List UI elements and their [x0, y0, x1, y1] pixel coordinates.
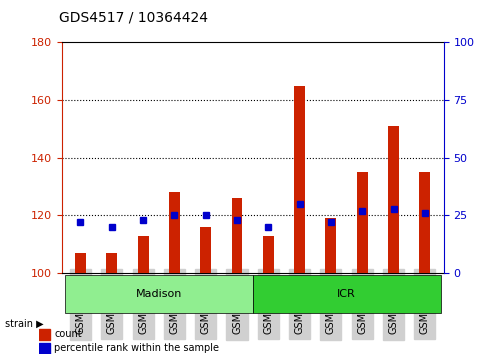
Bar — [138, 236, 148, 273]
Bar — [325, 218, 336, 273]
Bar — [75, 253, 86, 273]
Text: GDS4517 / 10364424: GDS4517 / 10364424 — [59, 11, 208, 25]
Text: count: count — [54, 329, 82, 339]
Bar — [232, 198, 243, 273]
Bar — [263, 236, 274, 273]
Bar — [39, 343, 50, 354]
Bar — [106, 253, 117, 273]
Bar — [388, 126, 399, 273]
Bar — [294, 86, 305, 273]
Text: Madison: Madison — [136, 289, 182, 299]
FancyBboxPatch shape — [253, 275, 441, 313]
Bar — [200, 227, 211, 273]
Bar — [357, 172, 368, 273]
Text: ICR: ICR — [337, 289, 356, 299]
Text: strain ▶: strain ▶ — [5, 319, 43, 329]
FancyBboxPatch shape — [65, 275, 253, 313]
Text: percentile rank within the sample: percentile rank within the sample — [54, 343, 219, 353]
Bar — [420, 172, 430, 273]
Bar — [39, 329, 50, 340]
Bar — [169, 193, 180, 273]
